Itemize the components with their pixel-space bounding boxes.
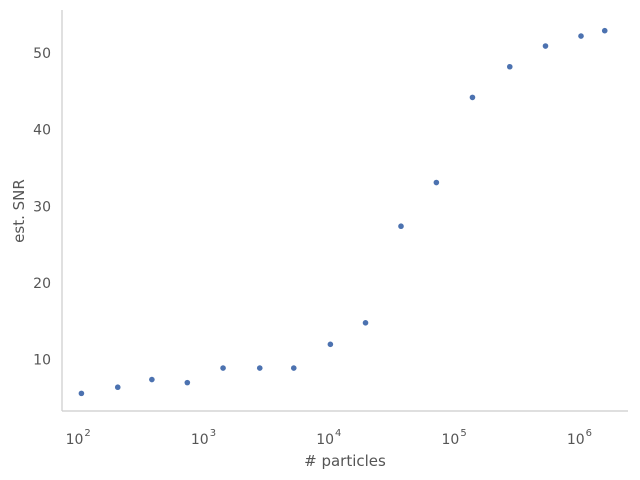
x-tick-exponent: 2	[84, 428, 90, 439]
x-tick-label: 10 2	[66, 428, 91, 448]
data-point	[469, 94, 476, 101]
data-point	[149, 376, 155, 383]
data-point	[601, 27, 608, 34]
data-point	[256, 365, 263, 371]
axes-frame	[61, 10, 628, 412]
x-tick-label: 10 4	[316, 428, 341, 448]
data-point	[578, 33, 584, 39]
data-point	[184, 379, 191, 386]
y-tick-labels: 10 20 30 40 50	[33, 46, 51, 369]
x-tick-label: 10 6	[567, 428, 592, 448]
x-tick-exponent: 5	[460, 428, 466, 439]
data-point	[220, 365, 226, 371]
data-point	[398, 223, 404, 230]
data-point	[433, 179, 440, 186]
data-point	[327, 341, 334, 348]
data-point	[542, 43, 549, 49]
x-tick-exponent: 4	[335, 428, 341, 439]
x-tick-labels: 10 2 10 3 10 4 10 5 10 6	[66, 428, 592, 448]
x-tick-base: 10	[191, 432, 209, 448]
y-tick-label: 10	[33, 353, 51, 369]
x-tick-base: 10	[442, 432, 460, 448]
data-point	[506, 63, 513, 70]
x-tick-exponent: 6	[586, 428, 592, 439]
data-point	[114, 384, 121, 391]
x-tick-base: 10	[66, 432, 84, 448]
x-tick-base: 10	[316, 432, 334, 448]
data-point	[362, 320, 369, 326]
data-point	[78, 390, 85, 397]
x-tick-base: 10	[567, 432, 585, 448]
y-tick-label: 50	[33, 46, 51, 62]
y-axis-label: est. SNR	[10, 179, 28, 243]
x-tick-label: 10 5	[442, 428, 467, 448]
data-point	[290, 365, 297, 371]
x-axis-label: # particles	[304, 452, 386, 470]
y-tick-label: 20	[33, 276, 51, 292]
x-tick-label: 10 3	[191, 428, 216, 448]
data-points	[78, 27, 608, 397]
y-tick-label: 40	[33, 123, 51, 139]
y-tick-label: 30	[33, 199, 51, 215]
x-tick-exponent: 3	[210, 428, 216, 439]
